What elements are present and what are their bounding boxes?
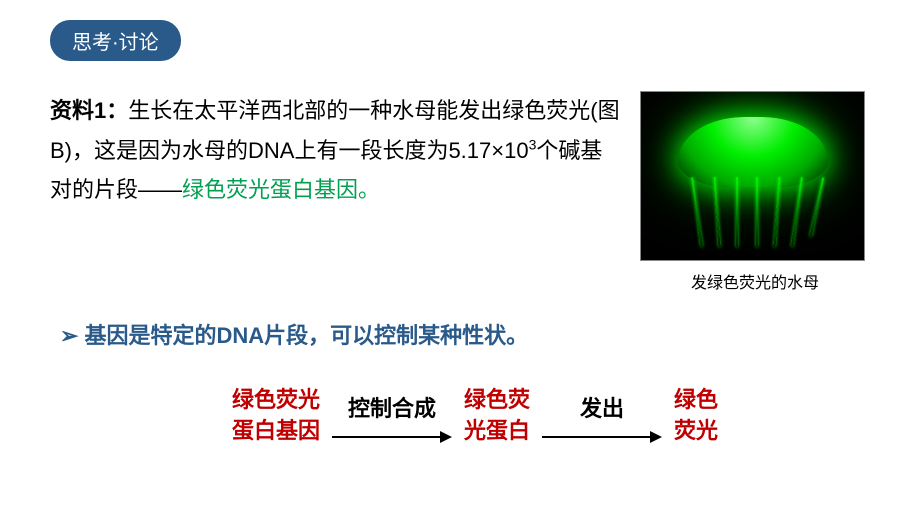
flow-node-1: 绿色荧光 蛋白基因 [232, 385, 320, 447]
paragraph-green: 绿色荧光蛋白基因。 [182, 177, 380, 202]
arrow-icon [332, 425, 452, 441]
flow-node-1-line1: 绿色荧光 [232, 385, 320, 416]
arrow-icon [542, 425, 662, 441]
section-badge: 思考·讨论 [50, 20, 181, 61]
paragraph-body-1: 生长在太平洋西北部的一种水母能发出绿色荧光(图B)，这是因为水母的DNA上有一段… [50, 98, 620, 163]
jellyfish-image [640, 91, 865, 261]
flow-node-3-line2: 荧光 [674, 416, 718, 447]
material-paragraph: 资料1：生长在太平洋西北部的一种水母能发出绿色荧光(图B)，这是因为水母的DNA… [50, 91, 620, 210]
flow-arrow-2-wrap: 发出 [542, 391, 662, 441]
image-caption: 发绿色荧光的水母 [640, 269, 870, 293]
flow-arrow-1-wrap: 控制合成 [332, 391, 452, 441]
flow-node-1-line2: 蛋白基因 [232, 416, 320, 447]
flow-node-2-line1: 绿色荧 [464, 385, 530, 416]
paragraph-prefix: 资料1： [50, 98, 128, 123]
conclusion-text: 基因是特定的DNA片段，可以控制某种性状。 [84, 323, 528, 348]
image-block: 发绿色荧光的水母 [640, 91, 870, 293]
flow-node-2: 绿色荧 光蛋白 [464, 385, 530, 447]
flow-label-2: 发出 [580, 391, 624, 423]
flow-label-1: 控制合成 [348, 391, 436, 423]
conclusion-line: ➢基因是特定的DNA片段，可以控制某种性状。 [60, 318, 870, 350]
flow-node-3-line1: 绿色 [674, 385, 718, 416]
flow-diagram: 绿色荧光 蛋白基因 控制合成 绿色荧 光蛋白 发出 绿色 荧光 [80, 385, 870, 447]
flow-node-2-line2: 光蛋白 [464, 416, 530, 447]
content-row: 资料1：生长在太平洋西北部的一种水母能发出绿色荧光(图B)，这是因为水母的DNA… [50, 91, 870, 293]
conclusion-marker-icon: ➢ [60, 323, 78, 348]
flow-node-3: 绿色 荧光 [674, 385, 718, 447]
